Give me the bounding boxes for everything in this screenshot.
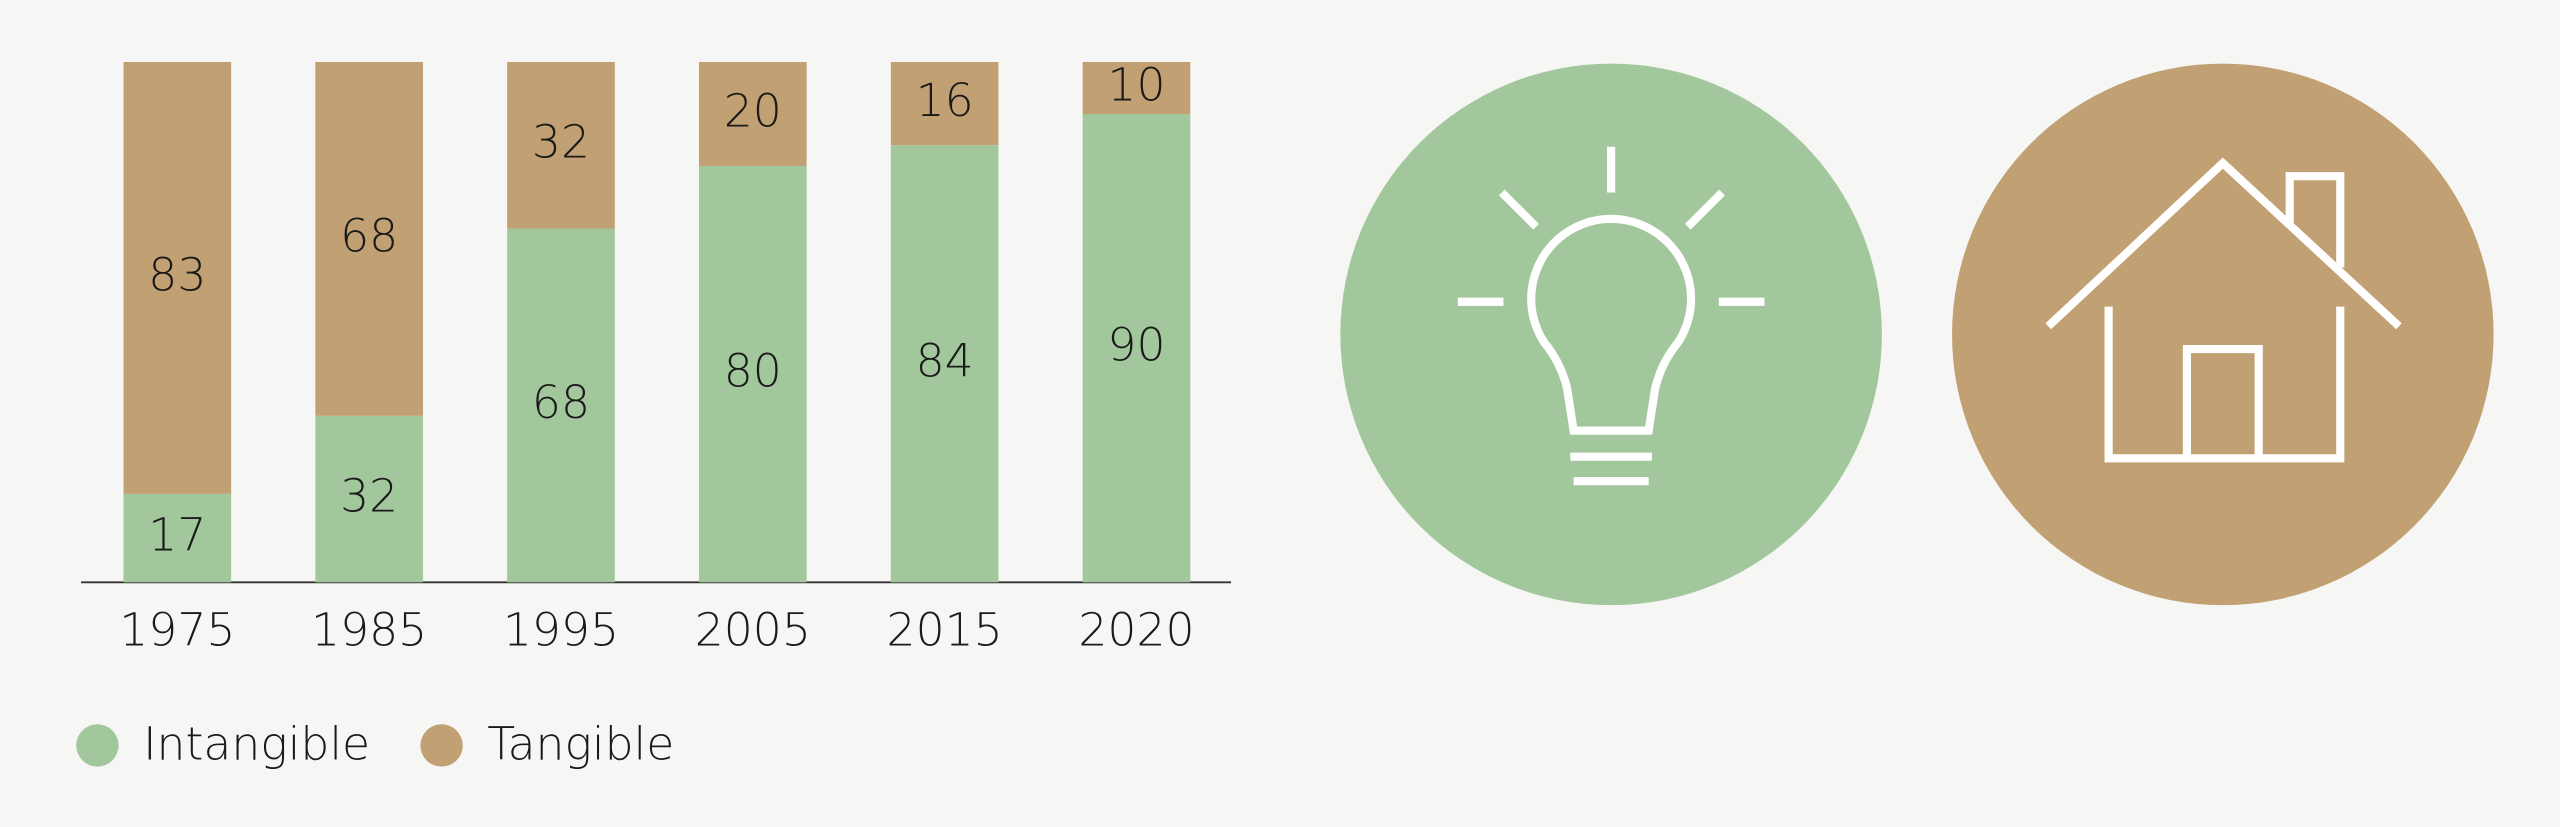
legend-marker (420, 724, 463, 767)
icon-circle (1340, 63, 1882, 606)
bar-segment (890, 145, 999, 583)
data-label: 80 (724, 345, 782, 398)
legend-label: Tangible (487, 718, 674, 771)
bar-segment (123, 493, 232, 583)
data-label: 10 (1107, 59, 1165, 112)
bar-segment (890, 61, 999, 146)
bar-segment (507, 61, 615, 229)
x-tick-label: 2015 (887, 603, 1003, 656)
legend-marker (76, 724, 119, 767)
bar-segment (315, 61, 423, 416)
icon-circle (1952, 63, 2494, 606)
data-label: 68 (532, 376, 590, 429)
bar-segment (698, 61, 807, 167)
data-label: 90 (1107, 319, 1165, 372)
legend-label: Intangible (143, 718, 370, 771)
bar-segment (123, 61, 232, 494)
data-label: 17 (148, 509, 206, 562)
x-tick-label: 2020 (1078, 603, 1194, 656)
x-tick-label: 1995 (503, 603, 619, 656)
house-icon (1952, 63, 2494, 606)
data-label: 83 (148, 248, 206, 301)
x-tick-label: 1985 (311, 603, 427, 656)
data-label: 20 (724, 85, 782, 138)
bar-segment (1082, 114, 1191, 583)
bar-segment (507, 228, 615, 583)
lightbulb (1457, 146, 1765, 486)
bar-segment (315, 415, 423, 583)
bar-segment (698, 166, 807, 583)
data-label: 16 (916, 74, 974, 127)
x-tick-label: 1975 (119, 603, 235, 656)
x-tick-label: 2005 (695, 603, 811, 656)
bar-segment (1082, 61, 1191, 115)
data-label: 84 (916, 334, 974, 387)
data-label: 68 (340, 209, 398, 262)
house (2045, 157, 2402, 463)
data-label: 32 (340, 470, 398, 523)
lightbulb-icon (1340, 63, 1882, 606)
data-label: 32 (532, 116, 590, 169)
